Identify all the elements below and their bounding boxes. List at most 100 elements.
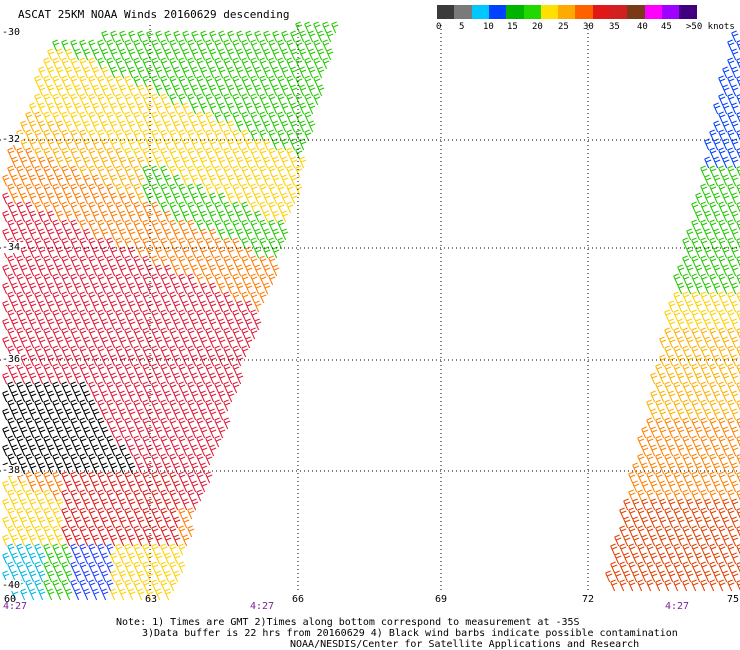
wind-barb	[79, 39, 87, 52]
wind-barb	[20, 246, 28, 259]
wind-barb	[43, 417, 51, 430]
wind-barb	[115, 93, 123, 106]
wind-barb	[128, 210, 136, 223]
wind-barb	[119, 390, 127, 403]
wind-barb	[92, 138, 100, 151]
wind-barb	[101, 174, 109, 187]
wind-barb	[115, 417, 123, 430]
wind-barb	[187, 435, 195, 448]
wind-barb	[29, 336, 37, 349]
wind-barb	[655, 417, 663, 430]
wind-barb	[196, 327, 204, 340]
wind-barb	[106, 291, 114, 304]
wind-barb	[313, 57, 321, 70]
wind-barb	[97, 435, 105, 448]
wind-barb	[160, 201, 168, 214]
wind-barb	[727, 129, 735, 142]
wind-barb	[25, 579, 33, 592]
wind-barb	[200, 138, 208, 151]
wind-barb	[718, 219, 726, 232]
wind-barb	[682, 399, 690, 412]
wind-barb	[268, 39, 276, 52]
wind-barb	[38, 372, 46, 385]
wind-barb	[691, 237, 699, 250]
wind-barb	[34, 363, 42, 376]
wind-barb	[7, 399, 15, 412]
wind-barb	[38, 498, 46, 511]
wind-barb	[700, 453, 708, 466]
wind-barb	[187, 165, 195, 178]
wind-barb	[20, 588, 28, 601]
wind-barb	[695, 300, 703, 313]
wind-barb	[88, 399, 96, 412]
wind-barb	[731, 480, 739, 493]
wind-barb	[97, 57, 105, 70]
wind-barb	[290, 30, 298, 43]
wind-barb	[151, 507, 159, 520]
wind-barb	[160, 183, 168, 196]
wind-barb	[61, 417, 69, 430]
wind-barb	[178, 543, 186, 556]
wind-barb	[70, 309, 78, 322]
wind-barb	[38, 264, 46, 277]
wind-barb	[11, 264, 19, 277]
wind-barb	[722, 246, 730, 259]
wind-barb	[106, 255, 114, 268]
wind-barb	[218, 66, 226, 79]
wind-barb	[214, 273, 222, 286]
wind-barb	[695, 570, 703, 583]
wind-barb	[124, 345, 132, 358]
wind-barb	[65, 588, 73, 601]
wind-barb	[259, 39, 267, 52]
wind-barb	[92, 408, 100, 421]
wind-barb	[2, 516, 10, 529]
wind-barb	[304, 21, 312, 34]
wind-barb	[308, 84, 316, 97]
wind-barb	[52, 201, 60, 214]
wind-barb	[137, 228, 145, 241]
wind-barb	[277, 75, 285, 88]
wind-barb	[151, 129, 159, 142]
wind-barb	[142, 111, 150, 124]
wind-barb	[137, 408, 145, 421]
wind-barb	[43, 453, 51, 466]
wind-barb	[146, 570, 154, 583]
wind-barb	[686, 462, 694, 475]
wind-barb	[250, 237, 258, 250]
wind-barb	[718, 399, 726, 412]
wind-barb	[70, 579, 78, 592]
wind-barb	[686, 300, 694, 313]
wind-barb	[65, 444, 73, 457]
wind-barb	[227, 336, 235, 349]
wind-barb	[295, 21, 303, 34]
wind-barb	[97, 363, 105, 376]
wind-barb	[101, 102, 109, 115]
wind-barb	[659, 426, 667, 439]
wind-barb	[250, 111, 258, 124]
wind-barb	[151, 183, 159, 196]
wind-barb	[25, 327, 33, 340]
wind-barb	[191, 66, 199, 79]
wind-barb	[124, 327, 132, 340]
wind-barb	[731, 318, 739, 331]
wind-barb	[92, 336, 100, 349]
wind-barb	[97, 417, 105, 430]
wind-barb	[686, 372, 694, 385]
wind-barb	[110, 174, 118, 187]
wind-barb	[223, 183, 231, 196]
wind-barb	[88, 327, 96, 340]
wind-barb	[236, 210, 244, 223]
wind-barb	[124, 291, 132, 304]
wind-barb	[128, 570, 136, 583]
wind-barb	[128, 426, 136, 439]
wind-barb	[164, 66, 172, 79]
wind-barb	[110, 120, 118, 133]
wind-barb	[38, 120, 46, 133]
wind-barb	[637, 489, 645, 502]
wind-barb	[178, 183, 186, 196]
wind-barb	[200, 66, 208, 79]
wind-barb	[286, 201, 294, 214]
wind-barb	[677, 462, 685, 475]
wind-barb	[218, 84, 226, 97]
wind-barb	[20, 408, 28, 421]
